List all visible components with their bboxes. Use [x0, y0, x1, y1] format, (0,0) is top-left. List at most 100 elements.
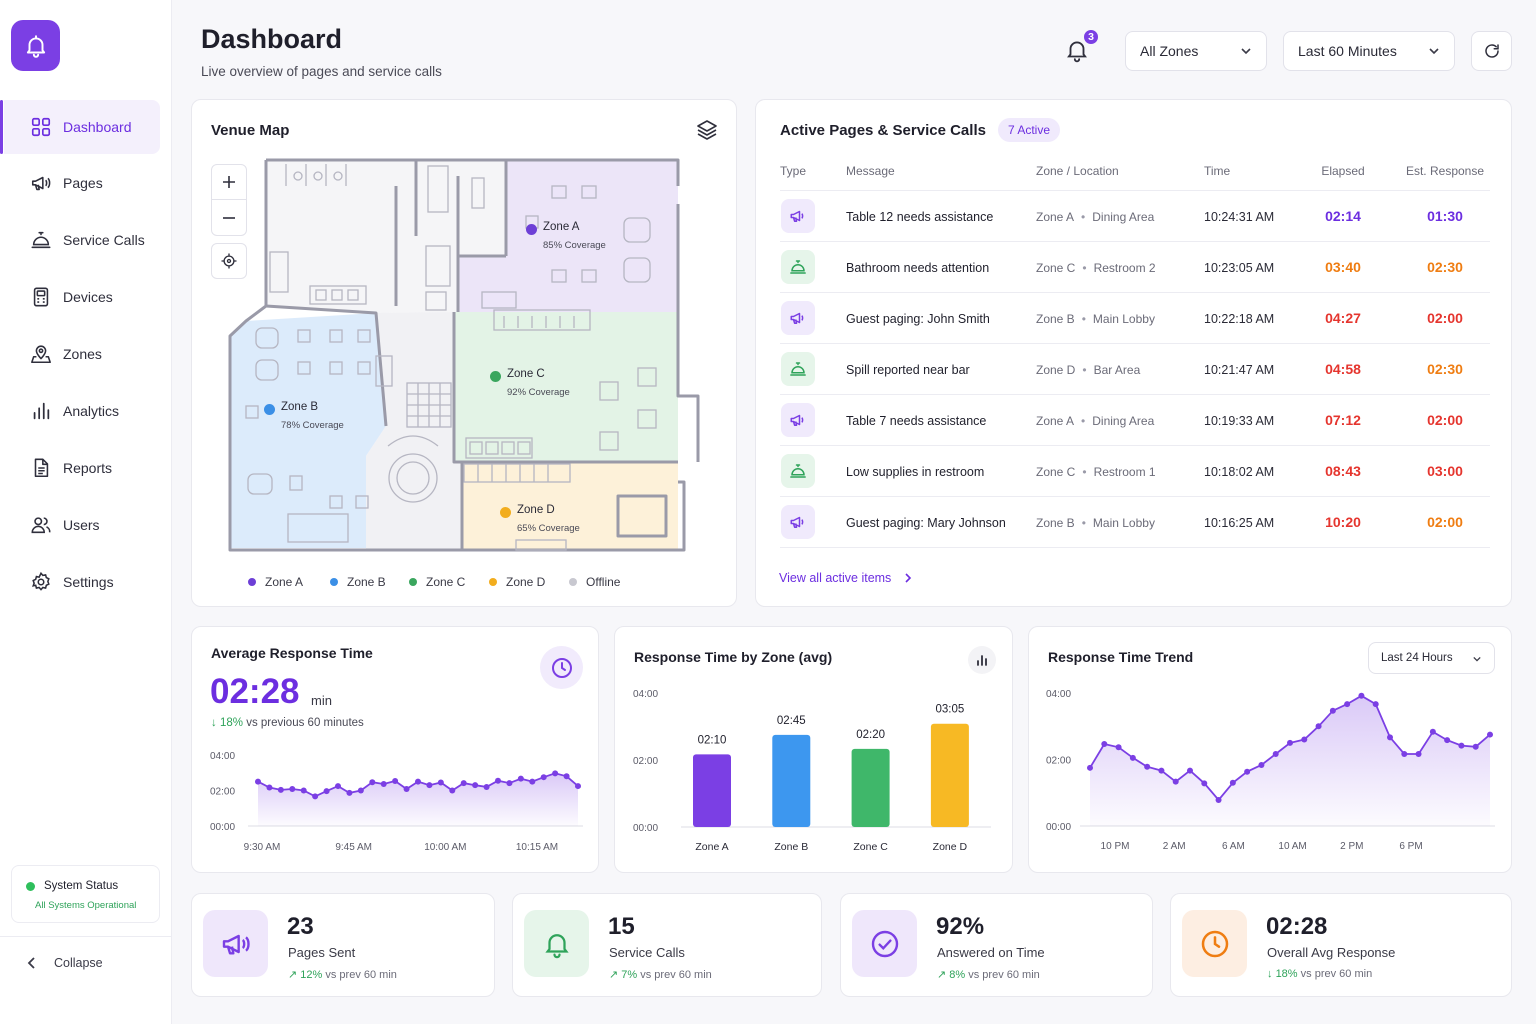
sidebar-item-analytics[interactable]: Analytics [4, 382, 160, 439]
zone-label: Zone A [543, 221, 580, 233]
megaphone-icon [31, 176, 51, 190]
kpi-value: 23 [287, 913, 314, 940]
trend-range-select[interactable]: Last 24 Hours [1368, 642, 1495, 674]
kpi-card[interactable]: 92% Answered on Time ↗ 8% vs prev 60 min [840, 893, 1153, 997]
zone-coverage: 65% Coverage [517, 523, 580, 534]
grid-icon [31, 117, 51, 137]
type-icon-box [781, 199, 815, 233]
row-time: 10:24:31 AM [1204, 210, 1275, 224]
x-tick-label: Zone C [853, 841, 888, 853]
row-time: 10:23:05 AM [1204, 261, 1275, 275]
table-row[interactable]: Low supplies in restroom Zone C • Restroom … [780, 445, 1490, 496]
kpi-value: 92% [936, 913, 985, 940]
row-zone-name: Zone B [1036, 312, 1075, 326]
map-legend-zone-a: Zone A [248, 575, 303, 589]
time-filter-select[interactable]: Last 60 Minutes [1283, 31, 1455, 71]
collapse-button[interactable]: Collapse [0, 936, 172, 988]
sidebar-item-devices[interactable]: Devices [4, 268, 160, 325]
row-zone: Zone B • Main Lobby [1036, 312, 1155, 326]
data-point [426, 782, 433, 789]
kpi-label: Answered on Time [937, 945, 1045, 960]
sidebar-item-pages[interactable]: Pages [4, 154, 160, 211]
zone-filter-select[interactable]: All Zones [1125, 31, 1267, 71]
legend-label: Zone C [426, 575, 466, 589]
sidebar-item-reports[interactable]: Reports [4, 439, 160, 496]
zoom-in-button[interactable] [212, 165, 246, 200]
kpi-card[interactable]: 15 Service Calls ↗ 7% vs prev 60 min [512, 893, 822, 997]
sidebar-item-label: Settings [63, 573, 114, 590]
table-row[interactable]: Guest paging: Mary Johnson Zone B • Main Lo… [780, 496, 1490, 547]
separator-dot: • [1082, 261, 1087, 275]
zone-label: Zone C [507, 368, 545, 380]
data-point [335, 783, 341, 790]
zone-d-area[interactable] [462, 462, 678, 550]
row-elapsed: 07:12 [1325, 412, 1361, 428]
row-time: 10:18:02 AM [1204, 465, 1275, 479]
app-logo-bell-icon[interactable] [11, 20, 60, 71]
by-zone-chart-button[interactable] [968, 646, 996, 674]
avg-response-unit: min [311, 693, 332, 708]
sidebar-item-service-calls[interactable]: Service Calls [4, 211, 160, 268]
table-row[interactable]: Spill reported near bar Zone D • Bar Area 10… [780, 343, 1490, 394]
table-row[interactable]: Bathroom needs attention Zone C • Restroom … [780, 241, 1490, 292]
data-point [1187, 767, 1193, 774]
data-point [1287, 739, 1293, 746]
kpi-value: 15 [608, 913, 635, 940]
row-est-response: 02:00 [1427, 514, 1463, 530]
layers-icon[interactable] [695, 118, 719, 142]
row-elapsed: 10:20 [1325, 514, 1361, 530]
x-tick-label: 10:15 AM [516, 842, 558, 853]
bar-chart-icon [33, 402, 50, 419]
data-point [277, 786, 284, 793]
refresh-button[interactable] [1471, 31, 1512, 71]
service-bell-icon [31, 231, 51, 248]
crosshair-icon [221, 253, 237, 269]
legend-label: Zone D [506, 575, 546, 589]
notifications-button[interactable]: 3 [1064, 28, 1100, 66]
page-subtitle: Live overview of pages and service calls [201, 64, 442, 79]
locate-button[interactable] [211, 243, 247, 279]
zone-b-area[interactable] [230, 313, 386, 548]
table-row[interactable]: Table 12 needs assistance Zone A • Dining A… [780, 190, 1490, 241]
data-point [1172, 778, 1179, 785]
data-point [1387, 734, 1393, 741]
data-point [346, 789, 353, 796]
active-items-card [755, 99, 1512, 607]
kpi-card[interactable]: 23 Pages Sent ↗ 12% vs prev 60 min [191, 893, 495, 997]
data-point [255, 778, 261, 785]
sidebar-item-users[interactable]: Users [4, 496, 160, 553]
sidebar-item-label: Users [63, 516, 100, 533]
col-header-type: Type [780, 164, 807, 178]
row-message: Low supplies in restroom [846, 465, 985, 479]
data-point [1315, 723, 1322, 730]
megaphone-icon [203, 910, 268, 977]
venue-floor-plan[interactable] [226, 156, 702, 554]
bar [772, 734, 811, 827]
view-all-link[interactable]: View all active items [779, 571, 913, 585]
row-message: Bathroom needs attention [846, 261, 990, 275]
row-time: 10:19:33 AM [1204, 414, 1275, 428]
map-pin-icon [31, 344, 51, 363]
sidebar-item-dashboard[interactable]: Dashboard [0, 100, 160, 154]
zone-label: Zone B [281, 401, 319, 413]
row-zone-name: Zone C [1036, 465, 1076, 479]
trend-range-value: Last 24 Hours [1381, 652, 1453, 664]
megaphone-icon [790, 516, 804, 528]
y-tick-label: 02:00 [1046, 756, 1071, 767]
kpi-change-value: 18% [1275, 968, 1298, 980]
zoom-out-button[interactable] [212, 200, 246, 235]
data-point [1101, 740, 1108, 747]
kpi-card[interactable]: 02:28 Overall Avg Response ↓ 18% vs prev 6… [1170, 893, 1512, 997]
data-point [323, 788, 330, 795]
sidebar-item-zones[interactable]: Zones [4, 325, 160, 382]
table-row[interactable]: Guest paging: John Smith Zone B • Main Lobb… [780, 292, 1490, 343]
zone-c-area[interactable] [454, 312, 678, 482]
zone-a-area[interactable] [458, 160, 678, 312]
y-tick-label: 04:00 [210, 751, 235, 762]
table-row[interactable]: Table 7 needs assistance Zone A • Dining Ar… [780, 394, 1490, 445]
kpi-change-arrow: ↗ [609, 969, 619, 981]
row-est-response: 02:00 [1427, 412, 1463, 428]
sidebar-item-settings[interactable]: Settings [4, 553, 160, 610]
data-point [449, 787, 456, 794]
bar-value-label: 02:10 [698, 734, 727, 746]
